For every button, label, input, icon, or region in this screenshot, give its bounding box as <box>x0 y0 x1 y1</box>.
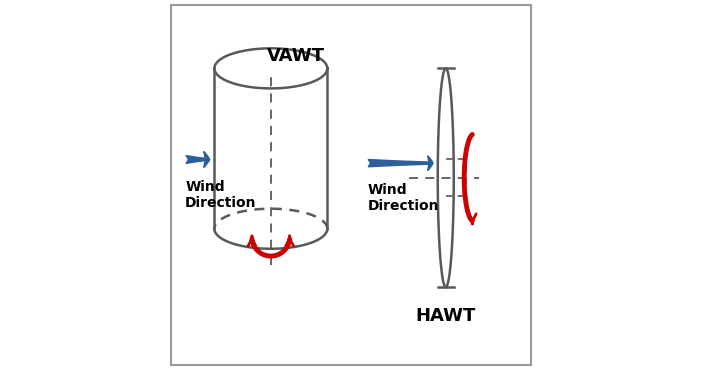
Text: VAWT: VAWT <box>267 47 325 65</box>
Text: Wind
Direction: Wind Direction <box>367 183 439 213</box>
Text: HAWT: HAWT <box>416 307 476 325</box>
Text: Wind
Direction: Wind Direction <box>185 179 257 210</box>
